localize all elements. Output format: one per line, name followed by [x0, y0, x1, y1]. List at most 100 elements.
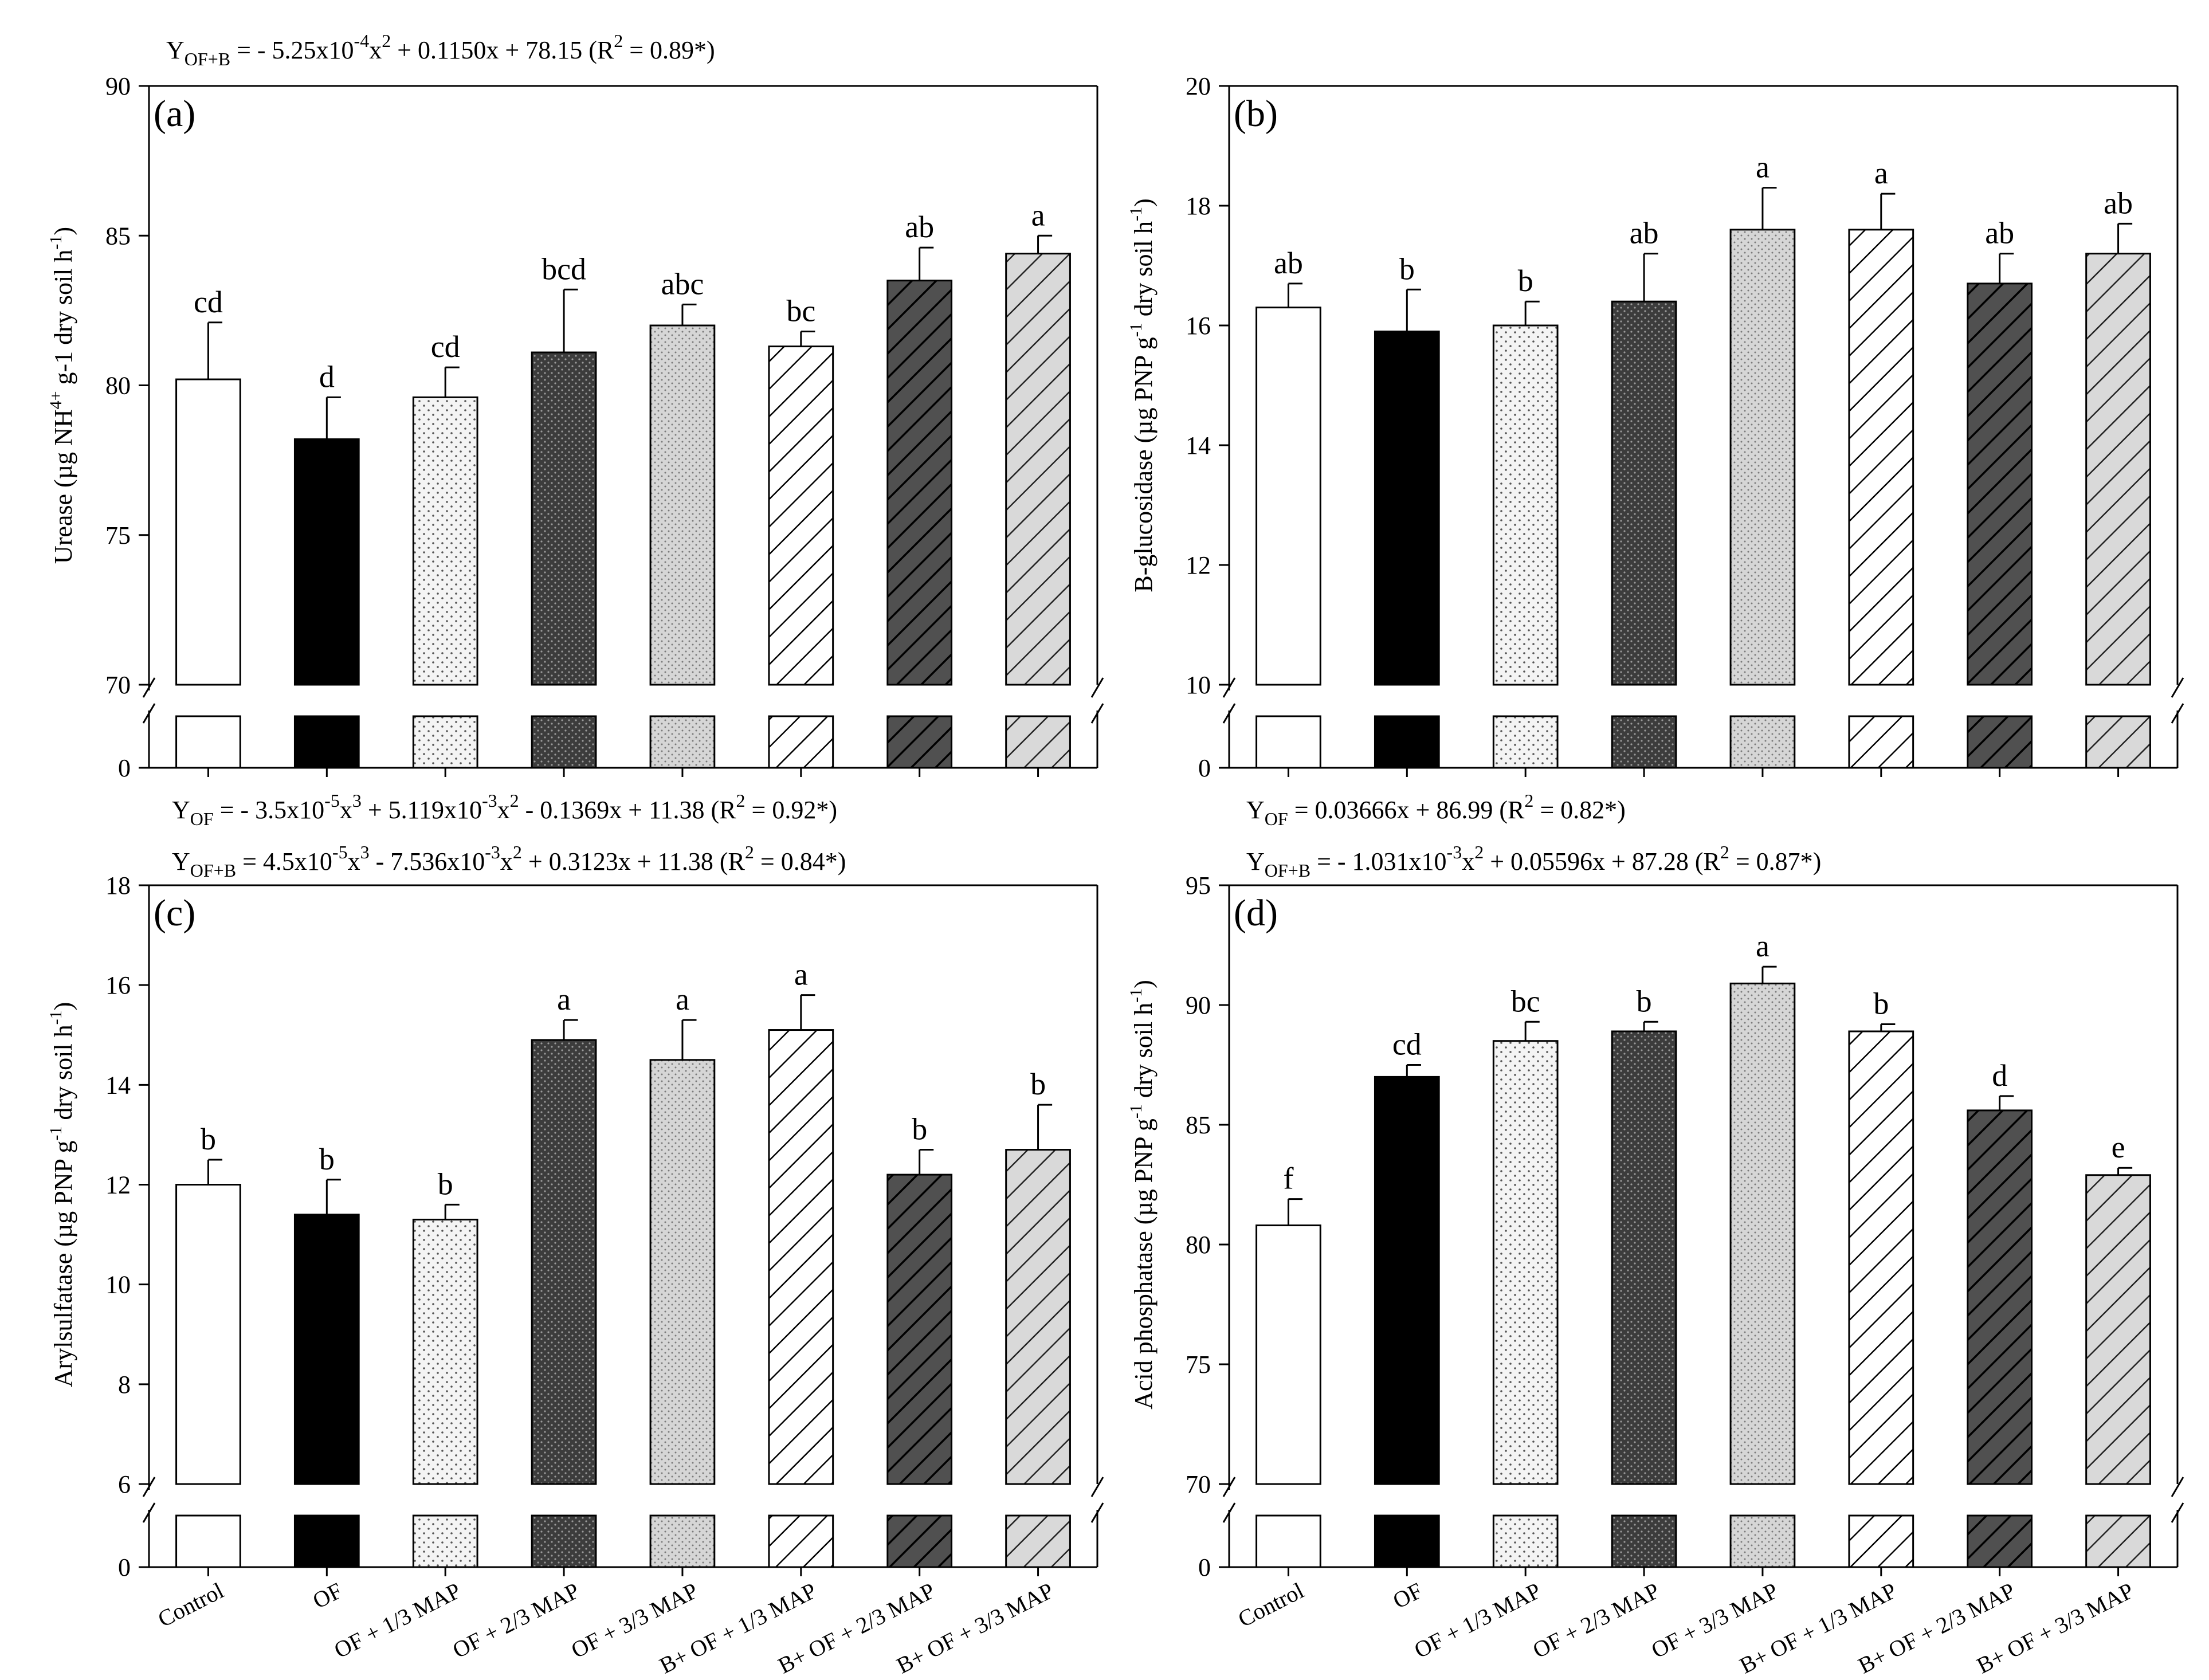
y-tick-label: 95: [1186, 872, 1211, 900]
axis-break-mark: [1090, 1477, 1104, 1497]
significance-letter: a: [676, 982, 689, 1016]
bar: [412, 1218, 478, 1485]
significance-letter: a: [794, 957, 808, 992]
bar: [649, 324, 716, 686]
bar: [175, 378, 241, 686]
bar-lower-segment: [1005, 1514, 1071, 1568]
y-tick-label: 75: [1186, 1351, 1211, 1379]
bar-lower-segment: [1374, 715, 1440, 769]
axis-break-mark: [1090, 703, 1104, 724]
bar: [1255, 307, 1321, 686]
y-tick-label: 90: [1186, 991, 1211, 1019]
bar-lower-segment: [1967, 1514, 2033, 1568]
panel-label: (a): [154, 93, 195, 135]
bar: [531, 1039, 597, 1485]
bar: [1848, 229, 1914, 686]
bar: [649, 1059, 716, 1485]
ylabel-b: B-glucosidase (µg PNP g-1 dry soil h-1): [1127, 198, 1158, 592]
significance-letter: ab: [2104, 186, 2133, 220]
axis-break-mark: [2171, 703, 2184, 724]
y-tick-label: 14: [105, 1071, 131, 1099]
y-tick-label: 10: [105, 1271, 131, 1299]
bar: [531, 351, 597, 686]
axis-break-mark: [142, 677, 156, 698]
y-tick-label: 85: [105, 222, 131, 250]
significance-letter: a: [1031, 198, 1045, 232]
significance-letter: b: [1030, 1067, 1046, 1101]
bar: [2085, 1174, 2151, 1485]
bar-lower-segment: [1255, 715, 1321, 769]
significance-letter: ab: [905, 210, 934, 244]
x-tick-label: OF + 2/3 MAP: [1529, 1577, 1664, 1663]
bar: [1492, 324, 1559, 686]
y-tick-label: 20: [1186, 72, 1211, 100]
bar: [412, 396, 478, 686]
y-tick-label: 18: [105, 872, 131, 900]
bar: [1005, 253, 1071, 686]
significance-letter: b: [438, 1167, 453, 1201]
bar-lower-segment: [649, 1514, 716, 1568]
bar-lower-segment: [1005, 715, 1071, 769]
axis-break-mark: [1090, 1502, 1104, 1523]
axis-break-mark: [142, 1477, 156, 1497]
significance-letter: b: [912, 1112, 927, 1147]
bar: [175, 1184, 241, 1485]
significance-letter: e: [2112, 1130, 2125, 1164]
x-tick-label: OF + 2/3 MAP: [449, 1577, 584, 1663]
svg-text:YOF+B = - 5.25x10-4x2 + 0.1150: YOF+B = - 5.25x10-4x2 + 0.1150x + 78.15 …: [166, 30, 715, 69]
bar-lower-segment: [2085, 1514, 2151, 1568]
ylabel-a: Urease (µg NH4+ g-1 dry soil h-1): [46, 227, 77, 564]
significance-letter: b: [201, 1122, 216, 1156]
y-tick-label: 0: [118, 1553, 131, 1581]
bar: [768, 1029, 834, 1485]
significance-letter: bc: [1511, 984, 1540, 1018]
axis-break-mark: [1222, 677, 1236, 698]
significance-letter: b: [319, 1142, 335, 1176]
bar: [1005, 1149, 1071, 1485]
axis-break-mark: [1222, 703, 1236, 724]
bar: [1611, 300, 1677, 686]
bar: [886, 1173, 953, 1485]
x-tick-label: OF: [1388, 1577, 1426, 1614]
significance-letter: cd: [194, 285, 223, 319]
significance-letter: ab: [1985, 216, 2014, 250]
bar-lower-segment: [175, 715, 241, 769]
bar: [1967, 282, 2033, 686]
bar: [1374, 330, 1440, 686]
y-tick-label: 70: [1186, 1470, 1211, 1498]
x-tick-label: OF + 1/3 MAP: [1410, 1577, 1545, 1663]
bar-lower-segment: [886, 1514, 953, 1568]
bar: [1729, 982, 1796, 1485]
y-tick-label: 8: [118, 1371, 131, 1399]
significance-letter: a: [1874, 156, 1888, 190]
bar-lower-segment: [1255, 1514, 1321, 1568]
x-tick-label: OF: [308, 1577, 346, 1614]
bar: [1492, 1040, 1559, 1485]
y-tick-label: 16: [105, 971, 131, 999]
y-tick-label: 18: [1186, 192, 1211, 220]
panel-label: (b): [1234, 93, 1278, 135]
y-tick-label: 0: [1198, 1553, 1211, 1581]
y-tick-label: 14: [1186, 431, 1211, 460]
bar: [1374, 1075, 1440, 1485]
bar: [293, 438, 360, 686]
equation-d1: YOF = 0.03666x + 86.99 (R2 = 0.82*): [1246, 790, 1626, 829]
y-tick-label: 80: [105, 372, 131, 400]
ylabel-c: Arylsulfatase (µg PNP g-1 dry soil h-1): [46, 1002, 77, 1388]
bar: [1611, 1030, 1677, 1485]
axis-break-mark: [2171, 1477, 2184, 1497]
y-tick-label: 6: [118, 1470, 131, 1498]
svg-text:YOF+B = - 1.031x10-3x2 + 0.055: YOF+B = - 1.031x10-3x2 + 0.05596x + 87.2…: [1246, 842, 1821, 881]
bar-lower-segment: [1967, 715, 2033, 769]
axis-break-mark: [1222, 1477, 1236, 1497]
bar: [1255, 1224, 1321, 1485]
svg-text:YOF = 0.03666x + 86.99 (R2 = 0: YOF = 0.03666x + 86.99 (R2 = 0.82*): [1246, 790, 1626, 829]
significance-letter: b: [1518, 264, 1533, 298]
y-tick-label: 85: [1186, 1111, 1211, 1139]
equation-d2: YOF+B = - 1.031x10-3x2 + 0.05596x + 87.2…: [1246, 842, 1821, 881]
bar-lower-segment: [1492, 715, 1559, 769]
significance-letter: a: [557, 982, 571, 1016]
bar-lower-segment: [175, 1514, 241, 1568]
axis-break-mark: [1090, 677, 1104, 698]
